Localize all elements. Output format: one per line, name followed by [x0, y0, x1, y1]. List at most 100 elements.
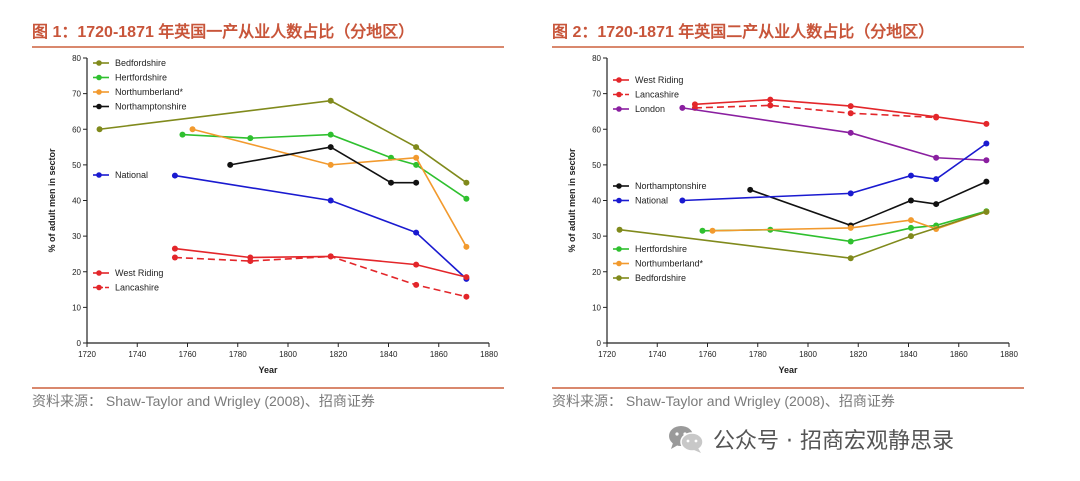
- y-tick-label: 50: [592, 161, 601, 170]
- series-line-northumberland: [192, 128, 468, 248]
- source-note: 资料来源： Shaw-Taylor and Wrigley (2008)、招商证…: [32, 393, 375, 409]
- data-point-lancashire: [463, 293, 470, 300]
- data-point-west-riding: [767, 96, 774, 103]
- data-point-hertfordshire: [327, 131, 334, 138]
- data-point-west-riding: [983, 120, 990, 127]
- legend-marker-bedfordshire: [96, 60, 102, 66]
- data-point-national: [933, 176, 940, 183]
- data-point-west-riding: [847, 103, 854, 110]
- y-tick-label: 80: [72, 54, 81, 63]
- series-line-london: [682, 107, 987, 162]
- y-tick-label: 70: [72, 90, 81, 99]
- data-point-northumberland: [327, 161, 334, 168]
- y-tick-label: 0: [597, 339, 602, 348]
- legend-label-northumberland: Northumberland*: [115, 87, 184, 97]
- x-tick-label: 1740: [648, 350, 666, 359]
- legend-label-lancashire: Lancashire: [635, 90, 679, 100]
- legend-marker-bedfordshire: [616, 275, 622, 281]
- data-point-london: [983, 157, 990, 164]
- data-point-hertfordshire: [247, 135, 254, 142]
- x-tick-label: 1820: [329, 350, 347, 359]
- legend-marker-national: [96, 172, 102, 178]
- data-point-national: [908, 172, 915, 179]
- y-tick-label: 80: [592, 54, 601, 63]
- data-point-hertfordshire: [699, 227, 706, 234]
- y-tick-label: 30: [72, 232, 81, 241]
- figure-panel-1: 图 1：1720-1871 年英国一产从业人数占比（分地区） 0 10 20 30 40…: [32, 0, 522, 420]
- wechat-icon: [669, 426, 704, 453]
- x-tick-label: 1860: [430, 350, 448, 359]
- x-tick-label: 1720: [598, 350, 616, 359]
- line-chart-primary-sector: 0 10 20 30 40 50 60 70 80 1720 1740 1760 1780 1800 182…: [47, 54, 498, 375]
- data-point-hertfordshire: [413, 161, 420, 168]
- data-point-northamptonshire: [933, 201, 940, 208]
- series-line-northamptonshire: [230, 146, 417, 184]
- legend-marker-northumberland: [96, 89, 102, 95]
- data-point-northamptonshire: [747, 186, 754, 193]
- title-rule: [32, 46, 504, 48]
- y-axis-label: % of adult men in sector: [47, 148, 57, 253]
- legend-marker-lancashire: [96, 284, 102, 291]
- watermark: 公众号 · 招商宏观静思录: [667, 421, 954, 457]
- data-point-west-riding: [171, 245, 178, 252]
- y-tick-label: 40: [72, 197, 81, 206]
- legend-marker-national: [616, 197, 622, 204]
- series-line-west-riding: [174, 247, 467, 278]
- series-line-hertfordshire: [182, 133, 467, 200]
- legend-marker-west-riding: [96, 270, 102, 276]
- data-point-lancashire: [247, 258, 254, 265]
- legend-label-lancashire: Lancashire: [115, 283, 159, 293]
- y-tick-label: 0: [77, 339, 82, 348]
- data-point-bedfordshire: [983, 208, 990, 215]
- series-line-bedfordshire: [619, 211, 987, 260]
- data-point-lancashire: [171, 254, 178, 261]
- legend-label-bedfordshire: Bedfordshire: [115, 58, 166, 68]
- legend-label-northumberland: Northumberland*: [635, 259, 704, 269]
- legend-marker-london: [616, 106, 622, 112]
- watermark-text: 公众号 · 招商宏观静思录: [713, 429, 954, 454]
- x-tick-label: 1840: [900, 350, 918, 359]
- data-point-bedfordshire: [463, 179, 470, 186]
- series-line-lancashire: [174, 255, 467, 298]
- data-point-national: [413, 229, 420, 236]
- legend-label-hertfordshire: Hertfordshire: [635, 244, 687, 254]
- x-axis-label: Year: [258, 365, 278, 375]
- data-point-hertfordshire: [179, 131, 186, 138]
- x-tick-label: 1840: [380, 350, 398, 359]
- figure-title: 图 2：1720-1871 年英国二产从业人数占比（分地区）: [552, 24, 935, 41]
- x-tick-label: 1780: [749, 350, 767, 359]
- legend-label-northamptonshire: Northamptonshire: [115, 102, 187, 112]
- data-point-hertfordshire: [847, 238, 854, 245]
- y-tick-label: 70: [592, 90, 601, 99]
- x-tick-label: 1820: [849, 350, 867, 359]
- data-point-national: [847, 190, 854, 197]
- x-tick-label: 1740: [128, 350, 146, 359]
- series-line-lancashire: [694, 104, 937, 119]
- data-point-northamptonshire: [327, 144, 334, 151]
- data-point-west-riding: [463, 274, 470, 281]
- series-line-national: [174, 174, 467, 280]
- data-point-bedfordshire: [413, 144, 420, 151]
- source-rule: [32, 387, 504, 389]
- x-tick-label: 1800: [279, 350, 297, 359]
- title-rule: [552, 46, 1024, 48]
- data-point-national: [171, 172, 178, 179]
- legend-label-west-riding: West Riding: [635, 75, 683, 85]
- y-tick-label: 60: [72, 125, 81, 134]
- y-tick-label: 50: [72, 161, 81, 170]
- data-point-northumberland: [709, 227, 716, 234]
- data-point-hertfordshire: [463, 195, 470, 202]
- y-tick-label: 60: [592, 125, 601, 134]
- source-note: 资料来源： Shaw-Taylor and Wrigley (2008)、招商证…: [552, 393, 895, 409]
- data-point-bedfordshire: [327, 97, 334, 104]
- data-point-northamptonshire: [908, 197, 915, 204]
- legend-marker-northamptonshire: [96, 103, 102, 110]
- data-point-northumberland: [908, 217, 915, 224]
- x-axis-label: Year: [778, 365, 798, 375]
- data-point-northumberland: [847, 224, 854, 231]
- y-tick-label: 20: [72, 268, 81, 277]
- data-point-lancashire: [767, 102, 774, 109]
- data-point-london: [679, 104, 686, 111]
- data-point-bedfordshire: [96, 126, 103, 133]
- x-tick-label: 1800: [799, 350, 817, 359]
